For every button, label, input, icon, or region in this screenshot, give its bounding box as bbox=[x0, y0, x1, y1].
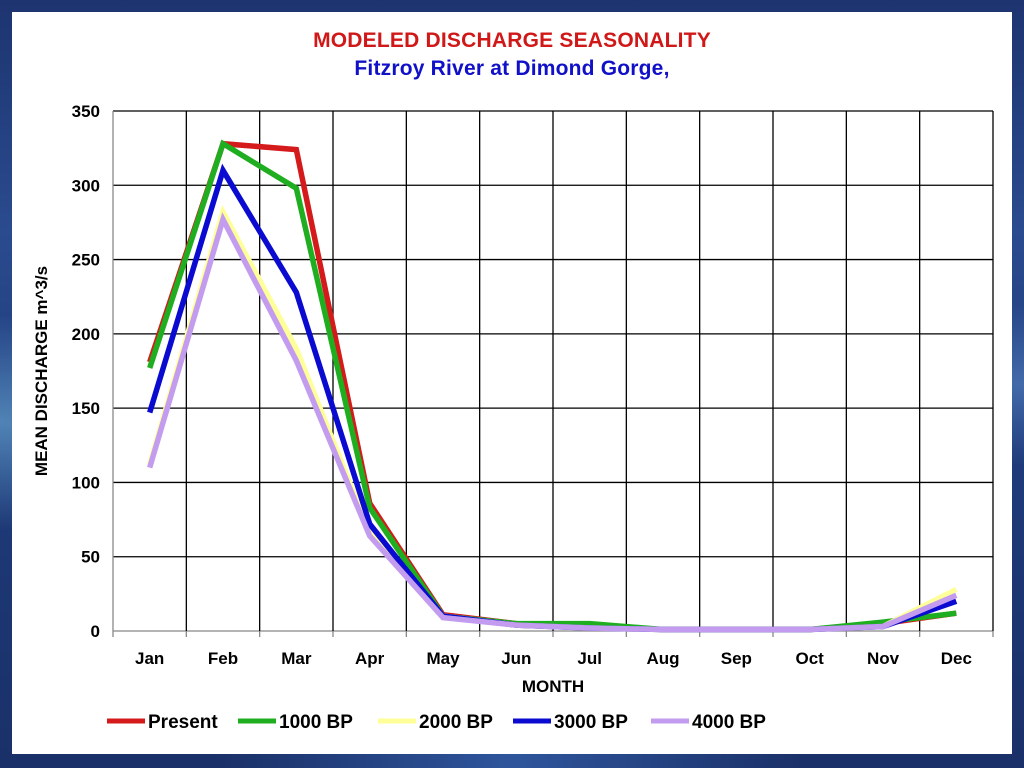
x-tick-label: Aug bbox=[646, 649, 679, 668]
x-tick-label: Mar bbox=[281, 649, 312, 668]
legend-label: 1000 BP bbox=[279, 712, 353, 733]
chart-title: MODELED DISCHARGE SEASONALITY bbox=[313, 29, 711, 52]
y-tick-label: 150 bbox=[72, 399, 100, 418]
y-tick-label: 200 bbox=[72, 325, 100, 344]
x-tick-label: Feb bbox=[208, 649, 238, 668]
x-tick-label: Jul bbox=[577, 649, 602, 668]
x-tick-label: Jan bbox=[135, 649, 164, 668]
y-tick-label: 350 bbox=[72, 102, 100, 121]
series-lines bbox=[147, 139, 958, 633]
y-tick-label: 250 bbox=[72, 251, 100, 270]
legend-label: 3000 BP bbox=[554, 712, 628, 733]
y-tick-label: 50 bbox=[81, 548, 100, 567]
legend-label: 4000 BP bbox=[692, 712, 766, 733]
x-tick-label: Sep bbox=[721, 649, 752, 668]
series-line-4000-bp bbox=[147, 212, 958, 633]
y-tick-label: 300 bbox=[72, 176, 100, 195]
x-tick-label: Jun bbox=[501, 649, 531, 668]
y-tick-label: 0 bbox=[91, 622, 100, 641]
x-tick-label: Nov bbox=[867, 649, 900, 668]
legend-label: 2000 BP bbox=[419, 712, 493, 733]
chart-subtitle: Fitzroy River at Dimond Gorge, bbox=[354, 57, 670, 80]
x-tick-label: Oct bbox=[795, 649, 824, 668]
x-tick-label: May bbox=[426, 649, 460, 668]
y-axis-label: MEAN DISCHARGE m^3/s bbox=[32, 266, 51, 476]
axis-ticks: 0 50 100 150 200 250 300 350 Jan Feb Mar Apr May Jun J… bbox=[72, 102, 972, 668]
plot-grid bbox=[112, 110, 994, 637]
y-tick-label: 100 bbox=[72, 473, 100, 492]
legend: Present 1000 BP 2000 BP 3000 BP 4000 BP bbox=[107, 712, 766, 733]
x-tick-label: Apr bbox=[355, 649, 385, 668]
legend-label: Present bbox=[148, 712, 218, 733]
x-tick-label: Dec bbox=[941, 649, 972, 668]
x-axis-label: MONTH bbox=[522, 677, 584, 696]
